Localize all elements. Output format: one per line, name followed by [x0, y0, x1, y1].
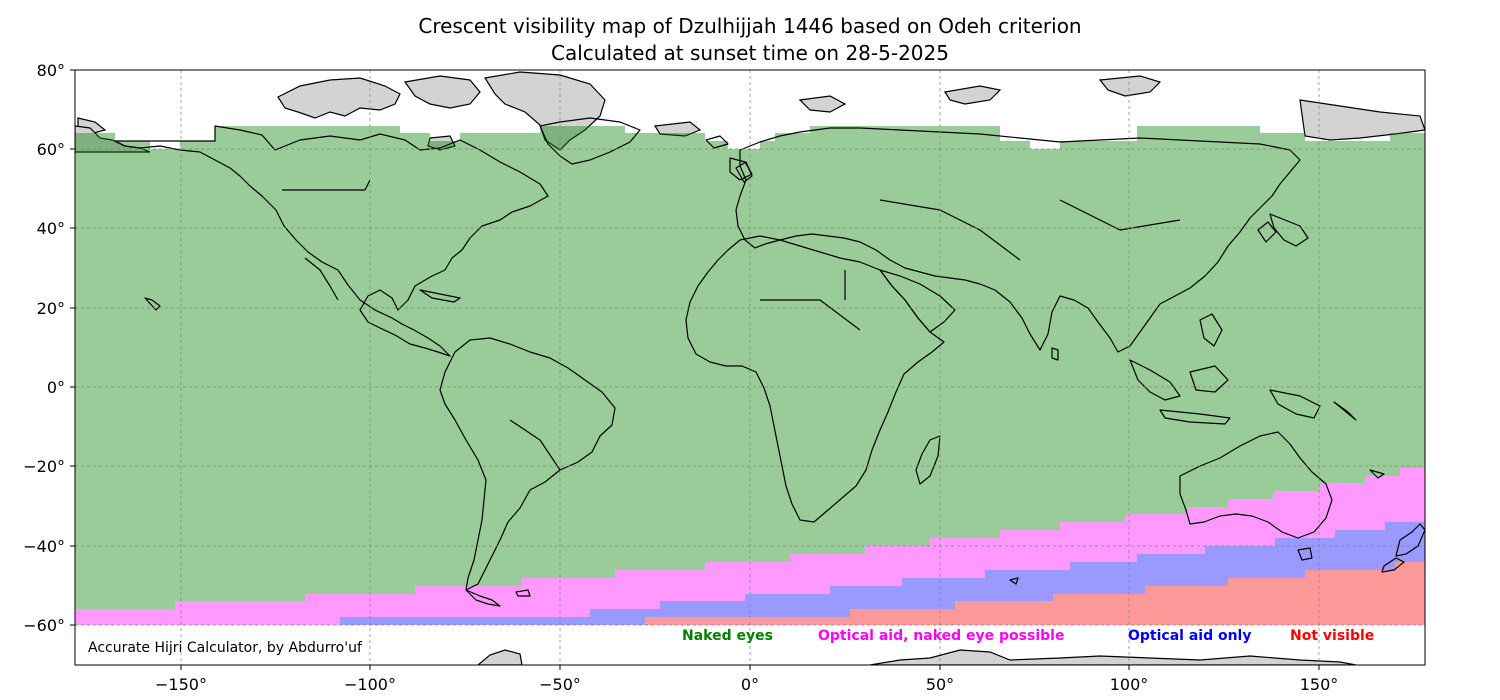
x-tick-label: 50°	[926, 675, 954, 694]
x-tick-label: −100°	[344, 675, 396, 694]
y-tick-label: −60°	[23, 616, 65, 635]
australia-outline	[1179, 431, 1333, 539]
madagascar-outline	[915, 435, 941, 485]
y-tick-label: −20°	[23, 457, 65, 476]
y-tick-label: 20°	[37, 299, 65, 318]
zone-not-visible	[645, 562, 1425, 625]
map-title-line2: Calculated at sunset time on 28-5-2025	[551, 41, 949, 65]
x-tick-label: 150°	[1300, 675, 1339, 694]
y-tick-label: 40°	[37, 219, 65, 238]
y-tick-label: 0°	[47, 378, 65, 397]
y-axis	[70, 69, 75, 626]
zone-optical-only	[340, 522, 1425, 625]
x-tick-label: 0°	[741, 675, 759, 694]
y-tick-label: −40°	[23, 537, 65, 556]
antarctic-land	[477, 649, 1357, 665]
y-tick-label: 60°	[37, 140, 65, 159]
greenland-outline	[539, 117, 641, 165]
legend-optical-naked-possible: Optical aid, naked eye possible	[818, 628, 1064, 644]
legend-naked-eyes: Naked eyes	[682, 628, 773, 644]
x-tick-label: 100°	[1110, 675, 1149, 694]
map-title-line1: Crescent visibility map of Dzulhijjah 14…	[418, 14, 1082, 38]
legend-optical-only: Optical aid only	[1128, 628, 1251, 644]
zone-naked-eyes	[75, 126, 1425, 609]
x-tick-label: −150°	[155, 675, 207, 694]
y-tick-label: 80°	[37, 61, 65, 80]
plot-background	[75, 70, 1425, 665]
x-tick-label: −50°	[539, 675, 581, 694]
south-america-outline	[439, 337, 616, 591]
x-axis	[180, 665, 1320, 670]
credit-text: Accurate Hijri Calculator, by Abdurro'uf	[88, 640, 363, 656]
north-america-outline	[114, 125, 549, 357]
continents	[114, 117, 1425, 607]
eurasia-outline	[735, 127, 1301, 353]
graticule	[75, 70, 1425, 665]
arctic-land	[75, 71, 1425, 153]
legend-not-visible: Not visible	[1290, 628, 1374, 644]
